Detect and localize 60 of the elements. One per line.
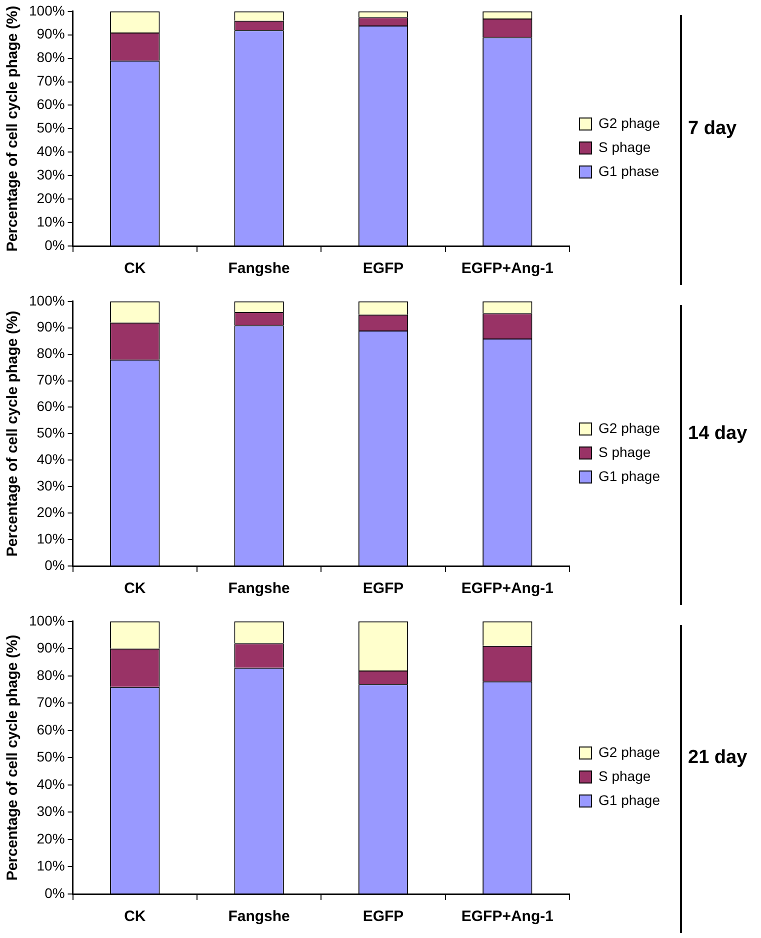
y-tick-label: 100% (28, 2, 65, 18)
y-tick-label: 50% (36, 748, 65, 765)
y-tick-label: 40% (36, 776, 65, 792)
y-tick-label: 100% (28, 612, 65, 628)
y-tick-label: 80% (36, 345, 65, 362)
legend-label: G1 phage (598, 468, 660, 484)
text: 21 day (688, 746, 748, 768)
y-tick-label: 20% (36, 830, 65, 846)
y-tick-label: 30% (36, 803, 65, 820)
legend-label: G1 phage (598, 792, 660, 808)
x-tick-label: CK (124, 260, 146, 278)
y-tick-label: 50% (36, 120, 65, 136)
legend-label: G2 phage (598, 744, 660, 760)
y-tick-label: 10% (36, 530, 65, 546)
y-tick-label: 80% (36, 49, 65, 66)
text: 7 day (688, 118, 738, 139)
y-tick-label: 90% (36, 318, 65, 335)
y-axis-title: Percentage of cell cycle phage (%) (4, 310, 22, 557)
y-tick-label: 0% (44, 236, 65, 253)
y-tick-label: 70% (36, 372, 65, 388)
x-tick-label: Fangshe (228, 580, 290, 598)
y-tick-label: 60% (36, 96, 65, 112)
y-tick-label: 30% (36, 166, 65, 182)
x-tick-label: CK (124, 580, 146, 598)
y-tick-label: 30% (36, 477, 65, 494)
y-tick-label: 90% (36, 640, 65, 656)
y-tick-label: 80% (36, 666, 65, 683)
legend-label: G1 phase (598, 162, 660, 179)
x-tick-label: EGFP+Ang-1 (461, 580, 554, 598)
y-tick-label: 0% (44, 556, 65, 573)
x-tick-label: EGFP (362, 260, 404, 278)
y-axis-title: Percentage of cell cycle phage (%) (4, 634, 22, 881)
y-tick-label: 10% (36, 213, 65, 230)
legend-label: S phage (598, 138, 651, 155)
y-tick-label: 60% (36, 721, 65, 738)
y-tick-label: 40% (36, 143, 65, 160)
y-tick-label: 20% (36, 190, 65, 206)
x-tick-label: Fangshe (228, 260, 290, 278)
x-tick-label: EGFP+Ang-1 (461, 260, 554, 278)
y-axis-title: Percentage of cell cycle phage (%) (4, 6, 22, 252)
y-tick-label: 40% (36, 451, 65, 468)
y-tick-label: 70% (36, 694, 65, 710)
x-tick-label: Fangshe (228, 908, 290, 926)
legend-label: S phage (598, 768, 651, 784)
y-tick-label: 10% (36, 858, 65, 874)
text: 14 day (688, 422, 748, 444)
legend-label: G2 phage (598, 420, 660, 436)
y-tick-label: 50% (36, 424, 65, 441)
y-tick-label: 70% (36, 72, 65, 89)
y-tick-label: 20% (36, 504, 65, 520)
legend-label: S phage (598, 444, 651, 460)
y-tick-label: 60% (36, 398, 65, 414)
x-tick-label: CK (124, 908, 146, 926)
y-tick-label: 90% (36, 26, 65, 42)
y-tick-label: 100% (28, 292, 65, 308)
y-tick-label: 0% (44, 884, 65, 901)
x-tick-label: EGFP (362, 908, 404, 926)
x-tick-label: EGFP (362, 580, 404, 598)
legend-label: G2 phage (598, 114, 660, 131)
x-tick-label: EGFP+Ang-1 (461, 908, 554, 926)
